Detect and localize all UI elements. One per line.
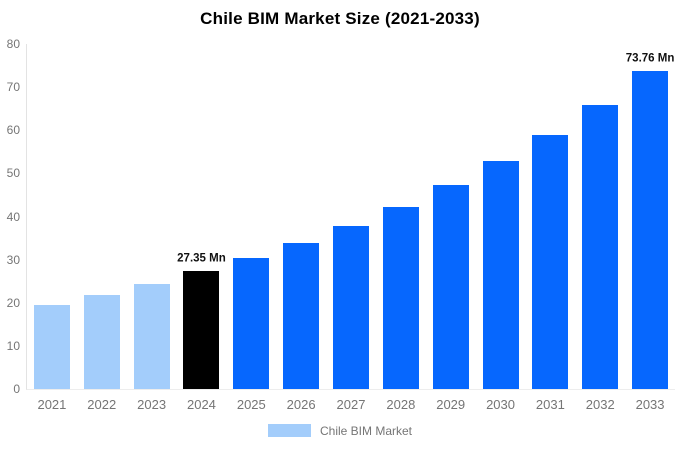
bar-2021: [33, 304, 70, 389]
bar-2025: [233, 258, 270, 389]
x-tick-label: 2021: [37, 397, 67, 412]
bar-2030: [482, 160, 519, 389]
y-tick-label: 20: [6, 295, 20, 310]
bar-2023: [133, 283, 170, 389]
x-tick-label: 2026: [286, 397, 316, 412]
legend-swatch: [267, 424, 311, 437]
plot-area: 0 10 20 30 40 50 60 70 80 2021 2022 2023 2024 2025 202…: [7, 38, 675, 411]
bar-value-label: 73.76 Mn: [625, 52, 675, 65]
x-tick-label: 2027: [336, 397, 366, 412]
bar-2032: [582, 104, 619, 389]
y-tick-label: 30: [6, 252, 20, 267]
y-tick-label: 80: [6, 37, 20, 51]
bar-2029: [432, 185, 469, 389]
y-tick-label: 40: [6, 209, 20, 224]
y-tick-label: 50: [6, 166, 20, 181]
x-tick-label: 2033: [635, 397, 665, 412]
chart-title: Chile BIM Market Size (2021-2033): [200, 9, 480, 28]
x-tick-label: 2023: [137, 397, 167, 412]
y-tick-label: 70: [6, 80, 20, 95]
bar-value-label: 27.35 Mn: [177, 252, 226, 265]
x-tick-label: 2022: [87, 397, 117, 412]
x-tick-label: 2029: [436, 397, 466, 412]
y-tick-label: 0: [13, 382, 20, 396]
x-tick-label: 2024: [186, 397, 216, 412]
x-tick-label: 2025: [236, 397, 266, 412]
x-tick-label: 2031: [535, 397, 565, 412]
x-tick-label: 2028: [386, 397, 416, 412]
x-tick-label: 2032: [585, 397, 615, 412]
y-tick-label: 10: [6, 338, 20, 353]
bar-2024: [183, 271, 220, 389]
x-tick-label: 2030: [486, 397, 515, 412]
legend: Chile BIM Market: [0, 424, 680, 437]
bar-2031: [532, 134, 569, 389]
bar-2033: [632, 70, 669, 389]
bar-2028: [382, 206, 419, 389]
legend-label: Chile BIM Market: [319, 423, 413, 438]
bar-2027: [333, 226, 369, 389]
bar-2026: [283, 242, 320, 389]
bar-2022: [83, 295, 120, 389]
y-tick-label: 60: [6, 123, 20, 138]
